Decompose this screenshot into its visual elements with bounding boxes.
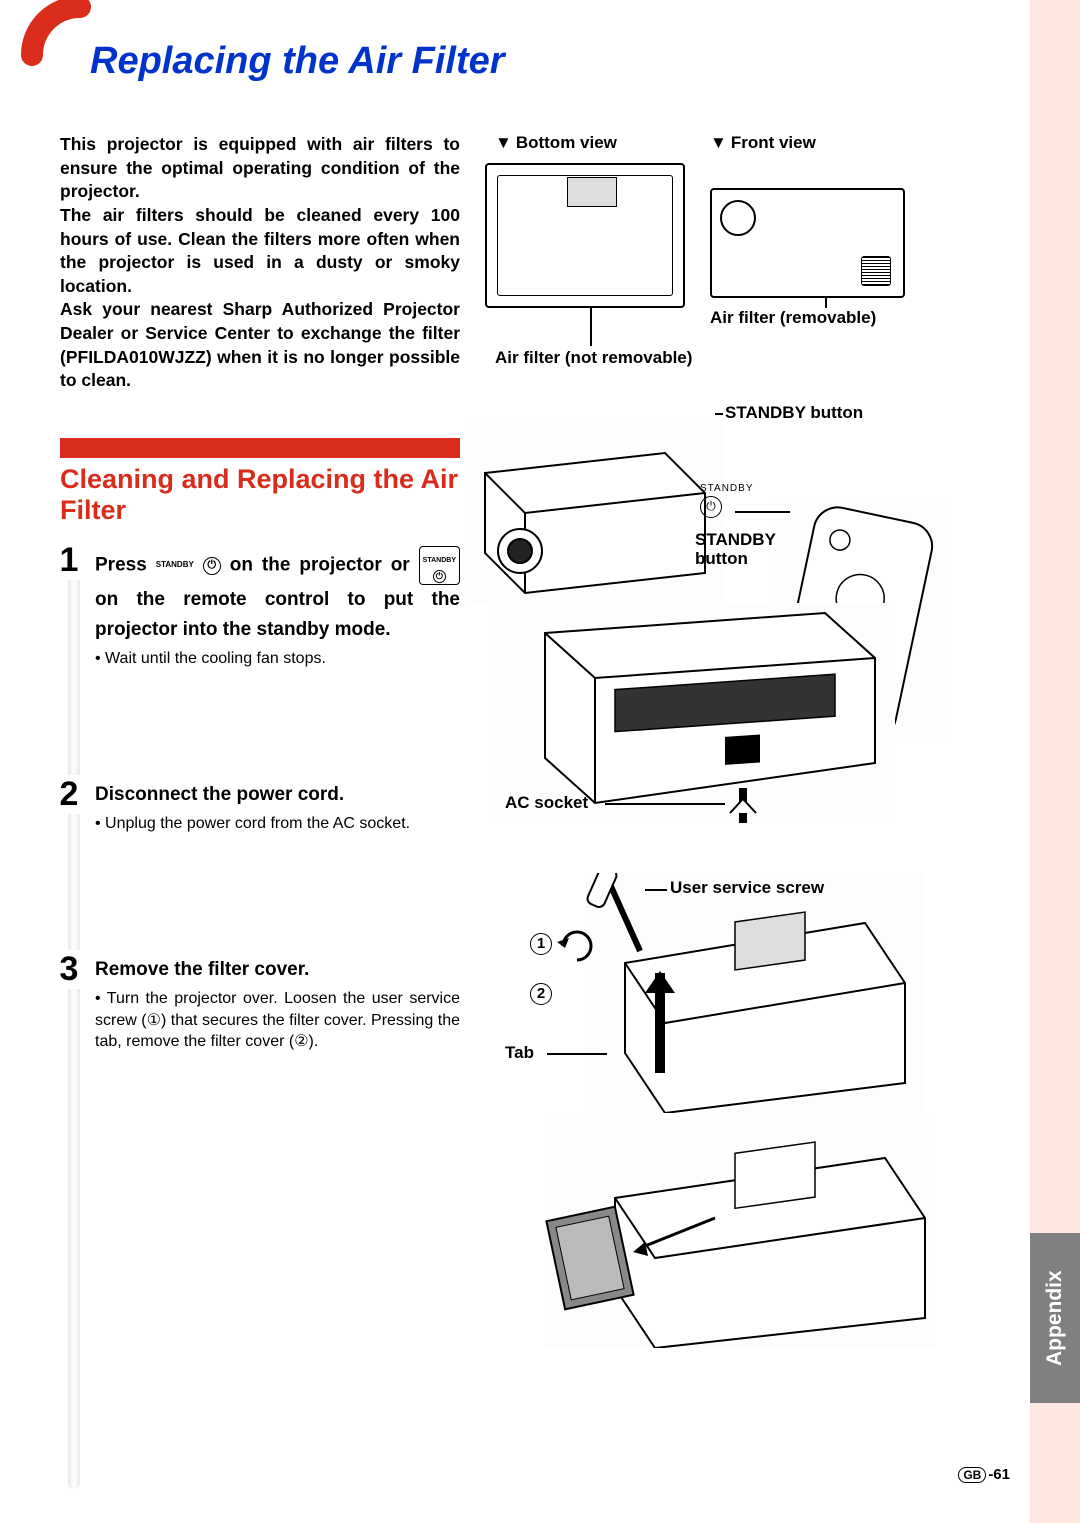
tab-label: Tab [505,1043,534,1063]
filter-cover-diagram [585,873,925,1113]
power-icon: ⏻ [700,496,722,518]
section-header-wrap: Cleaning and Replacing the Air Filter [60,438,460,526]
page-code: GB [958,1467,986,1483]
step-number: 3 [50,950,88,989]
user-service-screw-label: User service screw [670,878,824,898]
step-bullet: Unplug the power cord from the AC socket… [95,813,460,835]
remote-standby-icon: STANDBY ⏻ [419,546,460,585]
step-title: Remove the filter cover. [95,955,460,984]
ac-socket-label: AC socket [505,793,588,813]
step-body: Unplug the power cord from the AC socket… [95,813,460,835]
front-view-label: Front view [710,133,816,153]
step-number: 1 [50,541,88,580]
projector-rear-diagram [495,603,895,823]
title-section: Replacing the Air Filter [50,40,1030,83]
step-body: Wait until the cooling fan stops. [95,648,460,670]
red-bar [60,438,460,458]
step1-a: Press [95,555,156,576]
diagram-column: Bottom view Front view Air filter (remov… [485,133,1030,1163]
step-title: Press STANDBY ⏻ on the projector or STAN… [95,546,460,644]
step-number: 2 [50,775,88,814]
step-1: 1 Press STANDBY ⏻ on the projector or ST… [95,546,460,670]
step-title: Disconnect the power cord. [95,780,460,809]
rotate-arrow-icon [555,928,600,963]
standby-button-label-1: STANDBY button [725,403,863,423]
circ-2: 2 [530,983,552,1005]
page-num-value: -61 [988,1466,1010,1483]
air-filter-not-removable-label: Air filter (not removable) [495,348,692,368]
step-bullet: Wait until the cooling fan stops. [95,648,460,670]
circ-1: 1 [530,933,552,955]
bottom-view-label: Bottom view [495,133,617,153]
filter-exploded-diagram [545,1118,935,1348]
step-3: 3 Remove the filter cover. Turn the proj… [95,955,460,1053]
appendix-tab: Appendix [1030,1233,1080,1403]
step1-c: on the remote control to put the project… [95,589,460,639]
step-2: 2 Disconnect the power cord. Unplug the … [95,780,460,835]
steps-rail [68,549,80,1489]
front-view-diagram [710,188,905,298]
page-number: GB-61 [958,1466,1010,1483]
step-body: Turn the projector over. Loosen the user… [95,988,460,1053]
air-filter-removable-label: Air filter (removable) [710,308,876,328]
standby-small-label: STANDBY [700,483,754,494]
section-header: Cleaning and Replacing the Air Filter [60,464,460,526]
step1-b: on the projector or [230,555,419,576]
standby-label-inline: STANDBY [156,562,194,568]
power-icon: ⏻ [203,557,221,575]
step-bullet: Turn the projector over. Loosen the user… [95,988,460,1053]
bottom-view-diagram [485,163,685,308]
intro-text: This projector is equipped with air fil­… [60,133,460,393]
projector-top-diagram [465,423,725,603]
standby-button-label-2: STANDBYbutton [695,531,776,568]
title-arc-icon [20,0,140,115]
page-title: Replacing the Air Filter [50,40,1030,83]
